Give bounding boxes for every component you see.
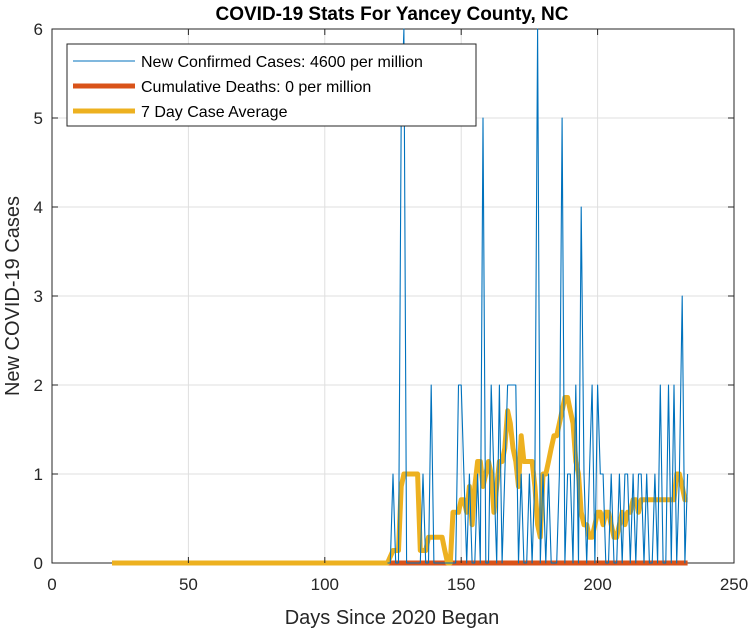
y-tick-label: 0 [34,554,43,573]
y-tick-label: 1 [34,465,43,484]
ticks: 0 50 100 150 200 250 0 1 2 3 4 5 6 [34,20,749,594]
y-tick-label: 3 [34,287,43,306]
x-tick-label: 150 [447,575,475,594]
chart-title: COVID-19 Stats For Yancey County, NC [216,4,569,25]
x-axis-label: Days Since 2020 Began [285,607,500,629]
x-tick-label: 200 [583,575,611,594]
legend-box [66,43,477,127]
series-line-0 [387,28,689,564]
x-tick-label: 0 [47,575,56,594]
y-axis-label: New COVID-19 Cases [2,196,24,396]
y-tick-label: 2 [34,376,43,395]
legend-label-1: Cumulative Deaths: 0 per million [141,79,371,96]
x-tick-label: 250 [720,575,748,594]
y-tick-label: 6 [34,20,43,39]
legend: New Confirmed Cases: 4600 per million Cum… [66,43,477,127]
x-tick-label: 100 [311,575,339,594]
x-tick-label: 50 [179,575,198,594]
y-tick-label: 4 [34,198,43,217]
series-layer [112,28,689,566]
legend-label-0: New Confirmed Cases: 4600 per million [141,54,423,71]
y-tick-label: 5 [34,109,43,128]
legend-label-2: 7 Day Case Average [141,104,288,121]
